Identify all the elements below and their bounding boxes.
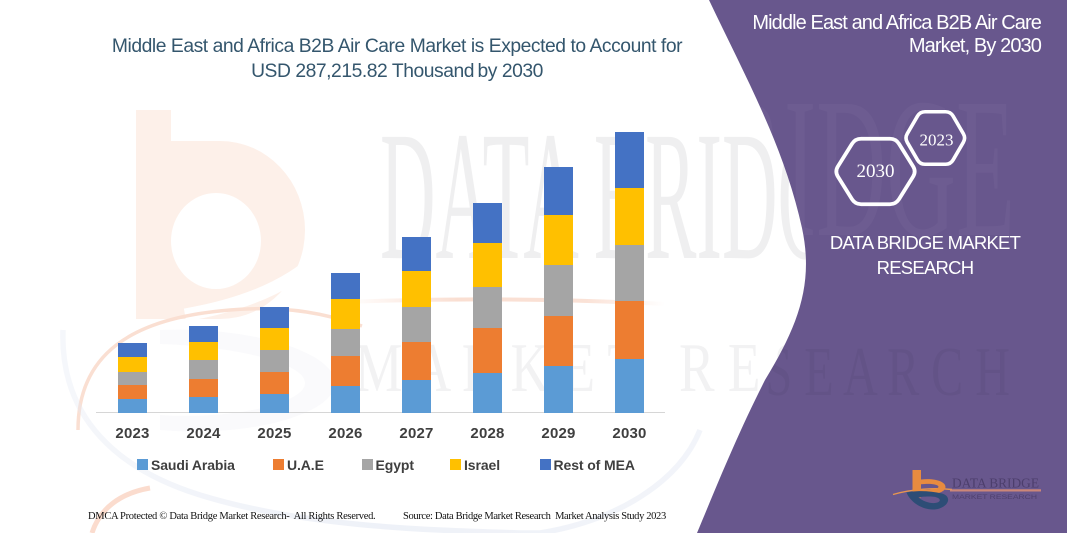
svg-text:2023: 2023 — [920, 131, 954, 150]
svg-text:MARKET RESEARCH: MARKET RESEARCH — [952, 494, 1037, 501]
svg-text:DATA BRIDGE: DATA BRIDGE — [952, 476, 1039, 491]
svg-text:R E S E A R C H: R E S E A R C H — [680, 334, 1010, 411]
svg-text:2030: 2030 — [857, 161, 895, 182]
